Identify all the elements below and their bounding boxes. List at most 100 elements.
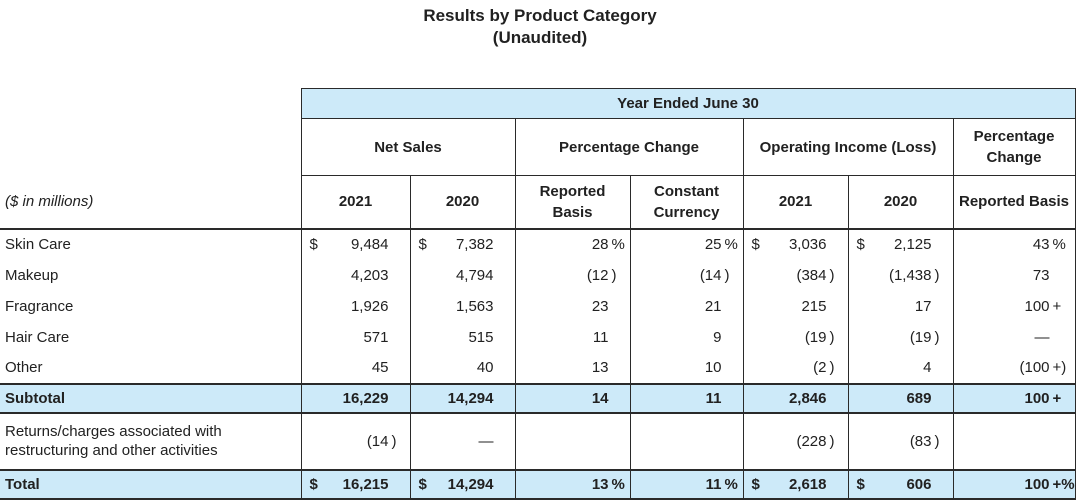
cell: 100 + — [952, 290, 1076, 322]
cell-value: 2,846 — [788, 389, 827, 407]
cell-value: 25 — [704, 236, 722, 253]
cell-suffix: ) — [829, 432, 835, 450]
cell: (83) — [847, 412, 953, 470]
cell-value: — — [478, 432, 494, 450]
cell-value: 4,794 — [455, 266, 494, 284]
table-row: Makeup 4,203 4,794 (12) (14) (384) (1,438) 73 — [0, 259, 1076, 291]
cell: (100 +) — [952, 352, 1076, 384]
cell-suffix: ) — [829, 328, 835, 346]
cell: 11 — [629, 382, 743, 414]
cell: 13% — [514, 468, 630, 500]
cell: 515 — [409, 321, 515, 353]
cell: (19) — [742, 321, 848, 353]
cell: 571 — [300, 321, 410, 353]
cell: 100 +% — [952, 468, 1076, 500]
cell: (1,438) — [847, 259, 953, 291]
cell-value: 7,382 — [455, 236, 494, 253]
cell: 1,563 — [409, 290, 515, 322]
cell: $3,036 — [742, 228, 848, 260]
cell-value: 4 — [923, 359, 932, 376]
cell: 43% — [952, 228, 1076, 260]
dollar-sign: $ — [856, 236, 865, 253]
cell — [629, 412, 743, 470]
cell: 215 — [742, 290, 848, 322]
cell: 16,229 — [300, 382, 410, 414]
cell-value: (14 — [699, 266, 722, 284]
cell-value: 515 — [468, 328, 494, 346]
cell-suffix: % — [724, 236, 738, 253]
cell: (384) — [742, 259, 848, 291]
cell: 14 — [514, 382, 630, 414]
cell-value: 1,926 — [350, 297, 389, 315]
cell-value: 100 — [1024, 389, 1050, 407]
cell-value: 21 — [704, 297, 722, 315]
cell: 2,846 — [742, 382, 848, 414]
cell: $16,215 — [300, 468, 410, 500]
cell — [952, 412, 1076, 470]
cell: (14) — [629, 259, 743, 291]
results-table: Year Ended June 30 Net Sales Percentage … — [0, 88, 1076, 500]
cell-value: (19 — [909, 328, 932, 346]
cell-value: 73 — [1032, 266, 1050, 284]
cell: (228) — [742, 412, 848, 470]
cell: (12) — [514, 259, 630, 291]
cell-value: 28 — [591, 236, 609, 253]
cell-value: 2,125 — [893, 236, 932, 253]
cell-suffix: +% — [1052, 475, 1075, 493]
cell-value: 14,294 — [447, 389, 494, 407]
cell-value: 9 — [713, 328, 722, 346]
cell: — — [409, 412, 515, 470]
group-header-net-sales: Net Sales — [300, 118, 516, 176]
cell-suffix: ) — [611, 266, 617, 284]
cell: 4,203 — [300, 259, 410, 291]
cell: 10 — [629, 352, 743, 384]
cell: 9 — [629, 321, 743, 353]
cell-suffix: ) — [724, 266, 730, 284]
group-header-percentage-change: Percentage Change — [514, 118, 744, 176]
subheader-oi-2021: 2021 — [742, 175, 849, 230]
cell-value: 100 — [1024, 297, 1050, 315]
cell: $606 — [847, 468, 953, 500]
cell: $14,294 — [409, 468, 515, 500]
dollar-sign: $ — [856, 475, 865, 493]
table-row: Returns/charges associated with restruct… — [0, 412, 1076, 470]
dollar-sign: $ — [309, 475, 318, 493]
cell: 4 — [847, 352, 953, 384]
cell-value: 16,215 — [342, 475, 389, 493]
cell-value: 14 — [591, 389, 609, 407]
label-column-spacer — [0, 89, 301, 119]
table-row: Fragrance 1,926 1,563 23 21 215 17 100 + — [0, 290, 1076, 322]
cell: 25% — [629, 228, 743, 260]
cell-suffix: + — [1052, 297, 1062, 315]
cell: 21 — [629, 290, 743, 322]
cell: $2,125 — [847, 228, 953, 260]
cell-value: 571 — [363, 328, 389, 346]
cell: $2,618 — [742, 468, 848, 500]
table-row: Subtotal 16,229 14,294 14 11 2,846 689 100 + — [0, 382, 1076, 414]
subheader-oi-2020: 2020 — [847, 175, 954, 230]
cell: 23 — [514, 290, 630, 322]
table-body: Skin Care $9,484 $7,382 28% 25% $3,036 $2,125 4… — [0, 228, 1076, 500]
dollar-sign: $ — [751, 236, 760, 253]
dollar-sign: $ — [418, 475, 427, 493]
subheader-reported-basis-2: Reported Basis — [952, 175, 1076, 230]
cell-value: 13 — [591, 475, 609, 493]
cell-suffix: ) — [829, 359, 835, 376]
year-ended-header: Year Ended June 30 — [300, 88, 1076, 119]
cell: 40 — [409, 352, 515, 384]
subheader-net-sales-2020: 2020 — [409, 175, 516, 230]
subheader-constant-currency: Constant Currency — [629, 175, 744, 230]
cell-value: 40 — [476, 359, 494, 376]
table-row: Total $16,215 $14,294 13% 11% $2,618 $606 100 +% — [0, 468, 1076, 500]
page-subtitle: (Unaudited) — [492, 28, 588, 47]
subheader-reported-basis: Reported Basis — [514, 175, 631, 230]
cell: 17 — [847, 290, 953, 322]
cell-value: 17 — [914, 297, 932, 315]
dollar-sign: $ — [418, 236, 427, 253]
cell-value: 11 — [705, 389, 722, 407]
cell-value: (384 — [796, 266, 827, 284]
cell: 689 — [847, 382, 953, 414]
cell-value: 606 — [906, 475, 932, 493]
cell-value: 23 — [591, 297, 609, 315]
row-label: Other — [5, 359, 43, 376]
